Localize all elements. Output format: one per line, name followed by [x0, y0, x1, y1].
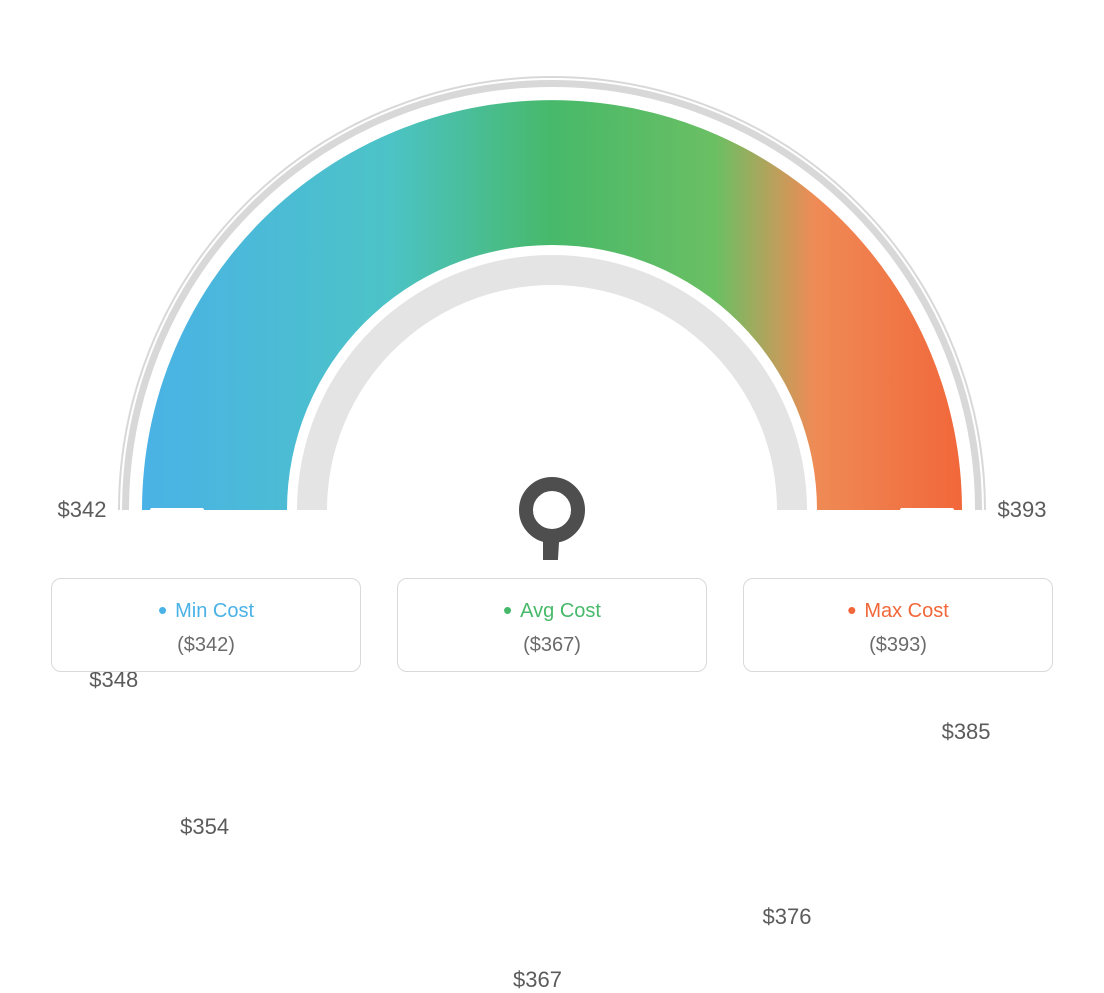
gauge-tick-label: $393 — [998, 497, 1047, 523]
gauge-tick-label: $354 — [180, 814, 229, 840]
legend-title-avg: Avg Cost — [408, 595, 696, 626]
gauge-svg — [0, 0, 1104, 560]
gauge-tick-label: $385 — [942, 719, 991, 745]
legend-card-avg: Avg Cost ($367) — [397, 578, 707, 672]
legend-title-max: Max Cost — [754, 595, 1042, 626]
legend-value-max: ($393) — [754, 634, 1042, 657]
gauge-tick-label: $376 — [763, 904, 812, 930]
gauge-tick-label: $367 — [513, 967, 562, 993]
gauge-tick-label: $342 — [58, 497, 107, 523]
cost-gauge: $342$348$354$367$376$385$393 — [0, 0, 1104, 560]
legend-row: Min Cost ($342) Avg Cost ($367) Max Cost ($39… — [0, 578, 1104, 672]
legend-value-min: ($342) — [62, 634, 350, 657]
legend-card-min: Min Cost ($342) — [51, 578, 361, 672]
legend-card-max: Max Cost ($393) — [743, 578, 1053, 672]
legend-title-min: Min Cost — [62, 595, 350, 626]
legend-value-avg: ($367) — [408, 634, 696, 657]
